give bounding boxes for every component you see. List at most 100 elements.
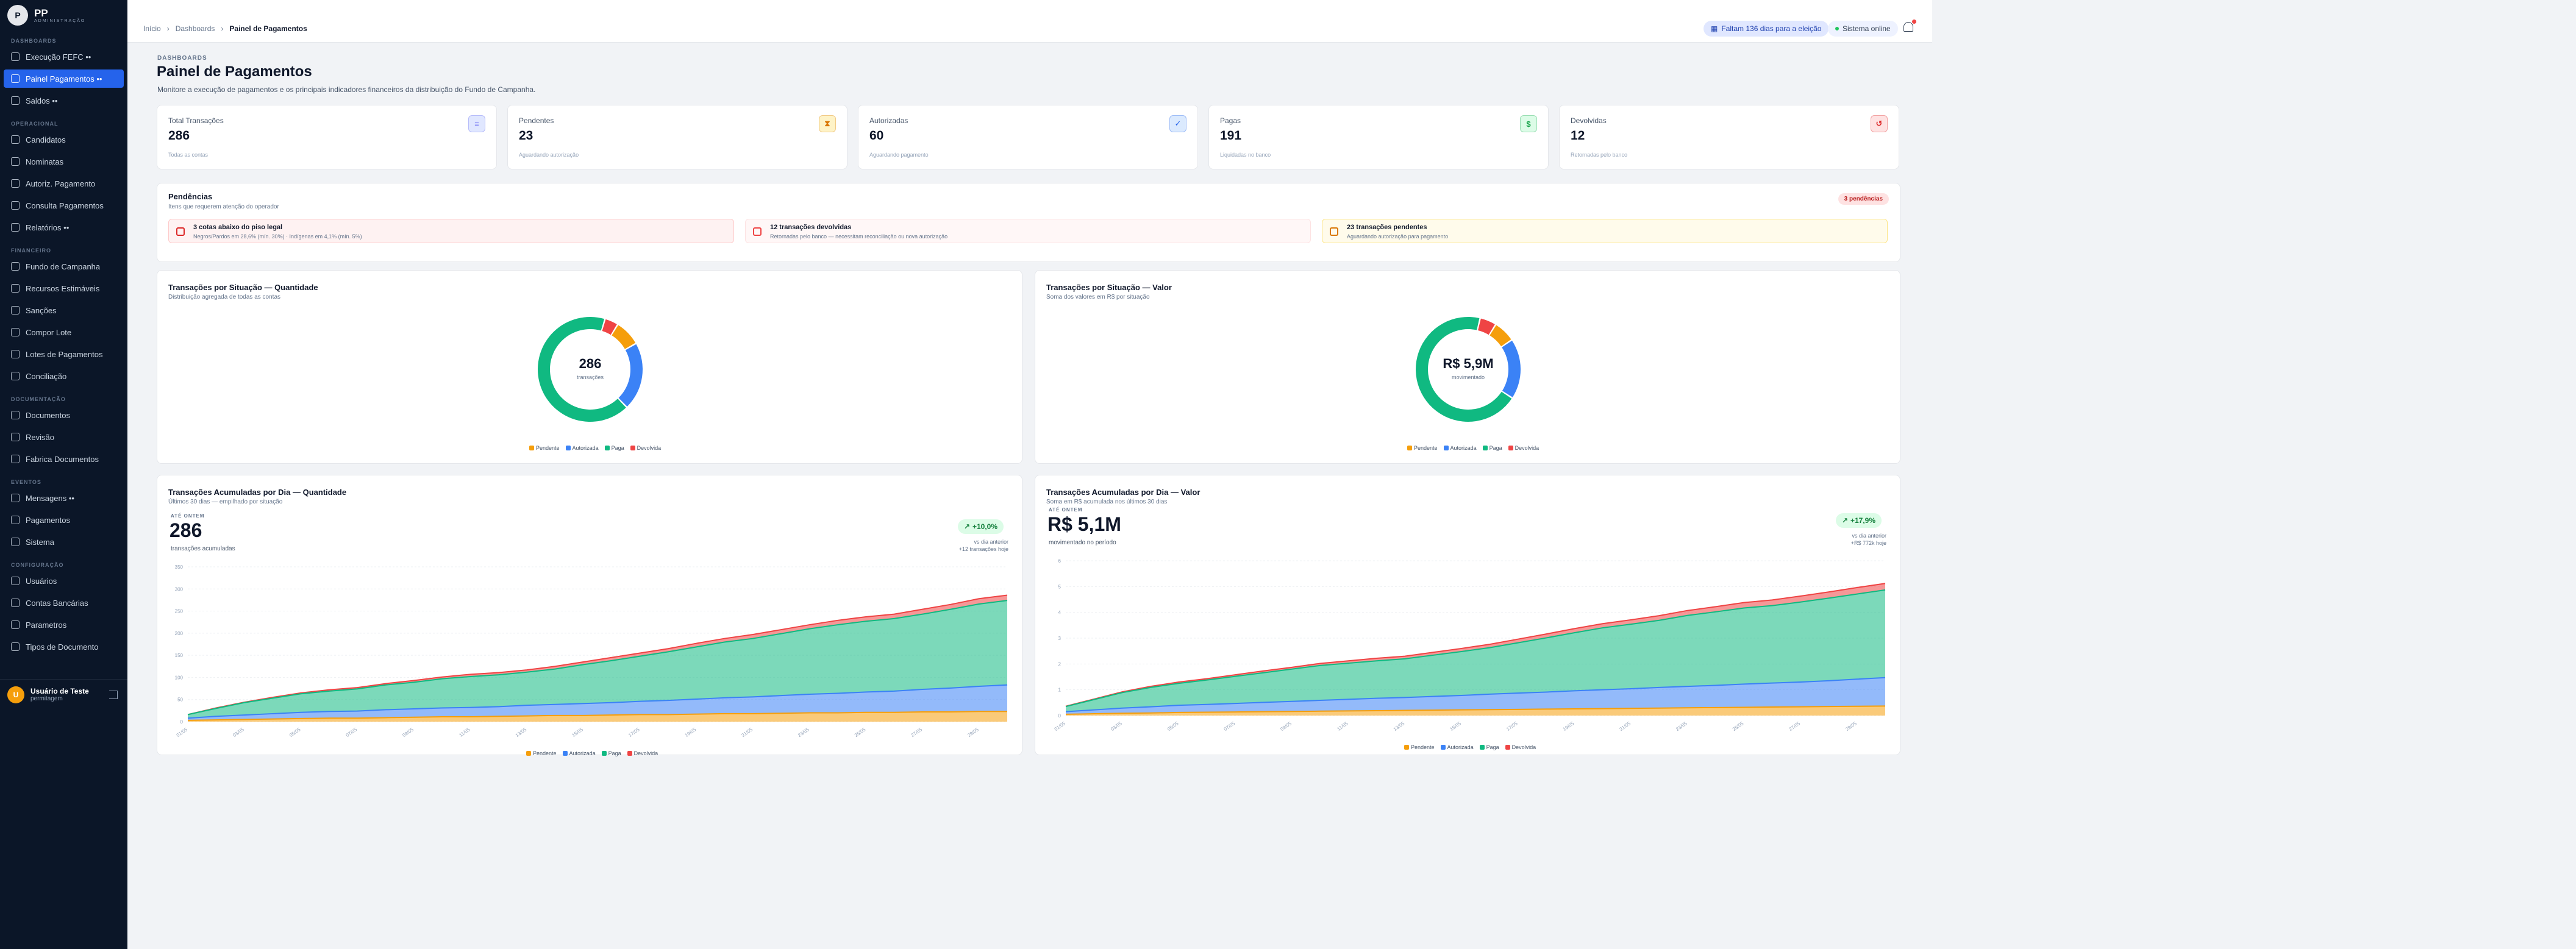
legend-item-devolvida[interactable]: Devolvida [1505,744,1536,750]
brand[interactable]: P PP ADMINISTRAÇÃO [7,5,85,26]
sidebar-item-lotes-de-pagamentos[interactable]: Lotes de Pagamentos [4,345,124,363]
x-tick-label: 07/05 [1223,720,1236,732]
notification-bell-icon[interactable] [1903,22,1913,32]
donut-slice-autorizada[interactable] [618,344,643,407]
chart-legend: Pendente Autorizada Paga Devolvida [526,750,658,756]
system-status-pill[interactable]: Sistema online [1828,21,1898,37]
sidebar-item-revisao[interactable]: Revisão [4,428,124,446]
legend-item-devolvida[interactable]: Devolvida [627,750,658,756]
stat-hint: Liquidadas no banco [1220,152,1271,158]
sidebar-item-nominatas[interactable]: Nominatas [4,152,124,171]
donut-slice-pendente[interactable] [612,325,636,349]
donut-slice-devolvida[interactable] [1478,318,1495,335]
chart-subtitle: Últimos 30 dias — empilhado por situação [168,499,283,505]
legend-item-pendente[interactable]: Pendente [1404,744,1435,750]
sidebar-item-contas-bancarias[interactable]: Contas Bancárias [4,594,124,612]
donut-slice-autorizada[interactable] [1502,340,1521,397]
users-icon [11,577,20,585]
x-tick-label: 13/05 [1393,720,1406,732]
sidebar-item-label: Sistema [26,537,54,547]
legend-item-paga[interactable]: Paga [1482,445,1502,451]
user-panel[interactable]: U Usuário de Teste permitagem [0,679,127,709]
stat-label: Total Transações [168,116,224,125]
sidebar-item-painel-pagamentos[interactable]: Painel Pagamentos •• [4,69,124,88]
sidebar-item-sancoes[interactable]: Sanções [4,301,124,319]
legend-item-autorizada[interactable]: Autorizada [1443,445,1477,451]
legend-item-paga[interactable]: Paga [604,445,624,451]
user-login: permitagem [30,695,63,702]
breadcrumb-dashboards[interactable]: Dashboards [175,24,215,33]
donut-slice-paga[interactable] [538,317,626,422]
breadcrumb-home[interactable]: Início [143,24,161,33]
legend-item-autorizada[interactable]: Autorizada [565,445,599,451]
sidebar-item-documentos[interactable]: Documentos [4,406,124,424]
pendencias-title: Pendências [168,192,213,201]
stat-card-devolvidas[interactable]: Devolvidas 12 Retornadas pelo banco ↺ [1559,105,1899,169]
sidebar-item-usuarios[interactable]: Usuários [4,572,124,590]
donut-center-value: R$ 5,9M [1443,356,1494,371]
legend-label: Pendente [1414,445,1438,451]
sidebar-item-candidatos[interactable]: Candidatos [4,130,124,149]
sidebar-item-relatorios[interactable]: Relatórios •• [4,218,124,236]
sidebar-item-label: Fabrica Documentos [26,454,99,464]
legend-item-devolvida[interactable]: Devolvida [630,445,661,451]
chart-legend: Pendente Autorizada Paga Devolvida [1407,445,1539,451]
sidebar-item-fundo-de-campanha[interactable]: Fundo de Campanha [4,257,124,275]
logout-icon[interactable] [109,691,118,699]
pendencia-item[interactable]: 23 transações pendentes Aguardando autor… [1322,219,1888,243]
chart-legend: Pendente Autorizada Paga Devolvida [1404,744,1536,750]
pendencia-item[interactable]: 12 transações devolvidas Retornadas pelo… [745,219,1311,243]
sidebar-item-tipos-de-documento[interactable]: Tipos de Documento [4,638,124,656]
legend-item-pendente[interactable]: Pendente [526,750,557,756]
sidebar-item-parametros[interactable]: Parametros [4,616,124,634]
sidebar-item-execucao-fefc[interactable]: Execução FEFC •• [4,48,124,66]
stat-card-total-transacoes[interactable]: Total Transações 286 Todas as contas ≡ [157,105,497,169]
sidebar-item-consulta-pagamentos[interactable]: Consulta Pagamentos [4,196,124,215]
pendencias-count-badge: 3 pendências [1838,193,1889,205]
sidebar-item-conciliacao[interactable]: Conciliação [4,367,124,385]
sidebar-item-sistema[interactable]: Sistema [4,533,124,551]
legend-item-paga[interactable]: Paga [601,750,621,756]
legend-item-autorizada[interactable]: Autorizada [1440,744,1474,750]
users-icon [11,135,20,144]
donut-slice-devolvida[interactable] [602,319,617,335]
x-tick-label: 21/05 [740,727,754,738]
sidebar-item-compor-lote[interactable]: Compor Lote [4,323,124,341]
area-series-autorizada[interactable] [188,684,1007,720]
notification-dot [1912,20,1916,24]
sidebar-item-autoriz-pagamento[interactable]: Autoriz. Pagamento [4,174,124,193]
pendencia-item[interactable]: 3 cotas abaixo do piso legal Negros/Pard… [168,219,734,243]
sidebar-item-label: Tipos de Documento [26,642,99,652]
y-tick-label: 150 [175,653,184,658]
sidebar-item-label: Compor Lote [26,327,72,337]
stat-card-pagas[interactable]: Pagas 191 Liquidadas no banco $ [1208,105,1549,169]
legend-item-pendente[interactable]: Pendente [1407,445,1438,451]
legend-item-paga[interactable]: Paga [1479,744,1499,750]
x-tick-label: 27/05 [1788,720,1802,732]
stat-card-autorizadas[interactable]: Autorizadas 60 Aguardando pagamento ✓ [858,105,1198,169]
legend-label: Devolvida [633,750,658,756]
sidebar-item-mensagens[interactable]: Mensagens •• [4,489,124,507]
area-series-devolvida[interactable] [1066,583,1885,707]
election-countdown-pill[interactable]: ▦ Faltam 136 dias para a eleição [1704,21,1829,37]
area-series-pendente[interactable] [188,711,1007,722]
donut-slice-pendente[interactable] [1490,325,1511,347]
sidebar-item-fabrica-documentos[interactable]: Fabrica Documentos [4,450,124,468]
sidebar: P PP ADMINISTRAÇÃO DASHBOARDS Execução FE… [0,0,127,949]
election-countdown-text: Faltam 136 dias para a eleição [1721,24,1822,33]
sidebar-item-saldos[interactable]: Saldos •• [4,91,124,110]
fund-icon [11,262,20,271]
legend-item-autorizada[interactable]: Autorizada [562,750,596,756]
accumulated-value-card: Transações Acumuladas por Dia — Valor So… [1035,475,1900,755]
stat-card-pendentes[interactable]: Pendentes 23 Aguardando autorização ⧗ [507,105,847,169]
sidebar-item-pagamentos[interactable]: Pagamentos [4,511,124,529]
area-series-paga[interactable] [1066,589,1885,712]
legend-item-devolvida[interactable]: Devolvida [1508,445,1539,451]
area-series-paga[interactable] [188,600,1007,719]
breadcrumb: Início › Dashboards › Painel de Pagament… [143,24,307,33]
sidebar-item-recursos-estimaveis[interactable]: Recursos Estimáveis [4,279,124,297]
factory-icon [11,455,20,463]
nav-section-documentacao: DOCUMENTAÇÃO [11,396,66,402]
legend-item-pendente[interactable]: Pendente [529,445,560,451]
sidebar-item-label: Revisão [26,432,54,442]
